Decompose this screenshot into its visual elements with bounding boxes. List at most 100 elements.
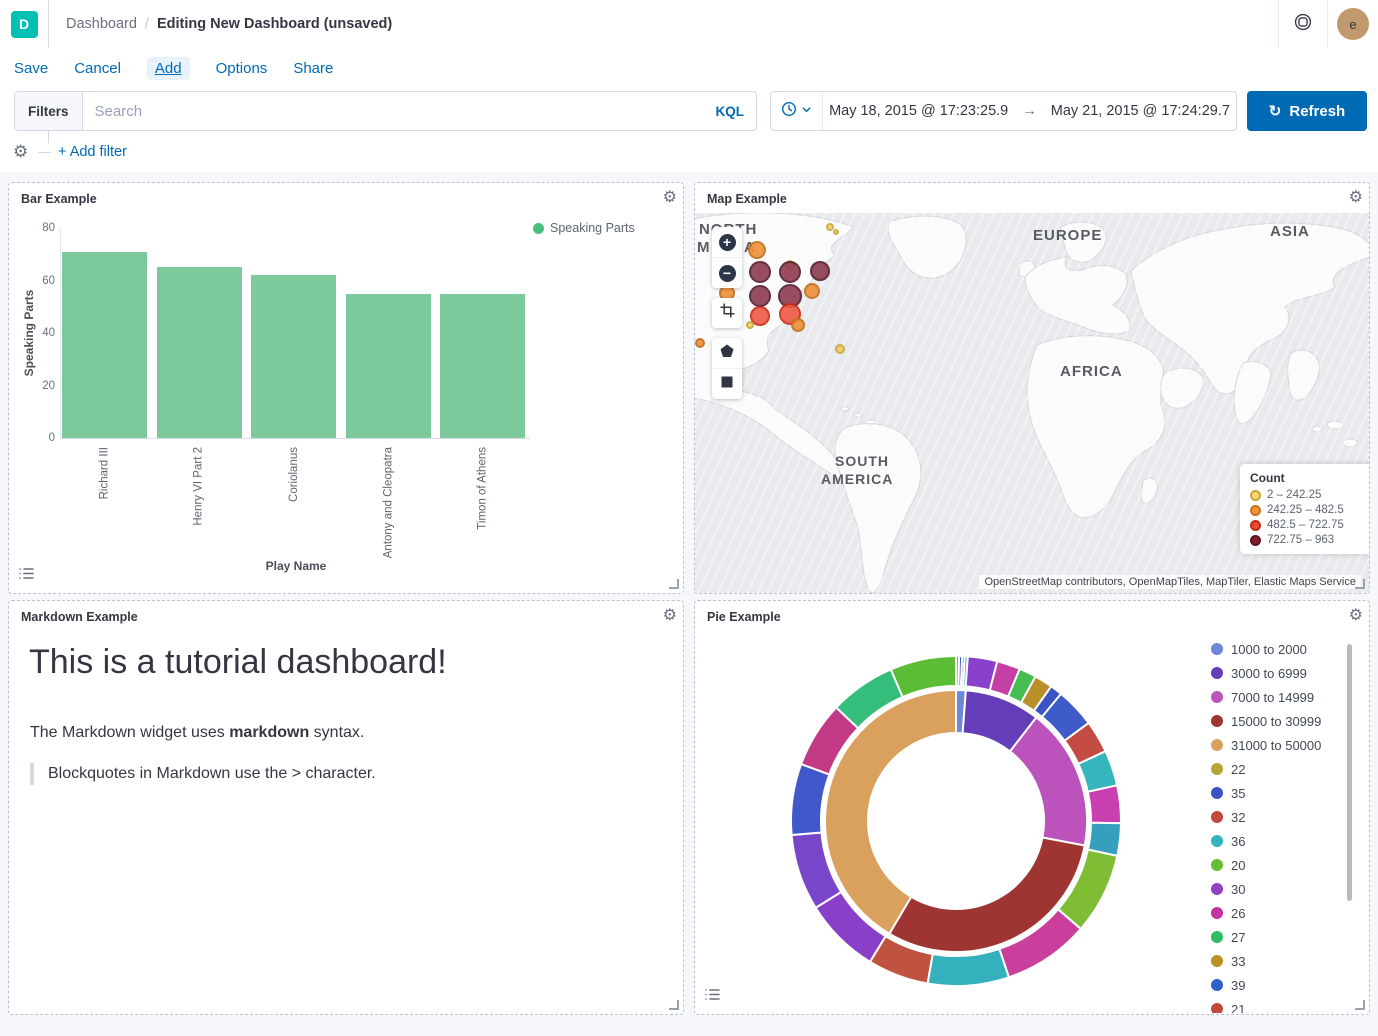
map-data-circle-gold[interactable]: [833, 229, 839, 235]
bar-antony-and-cleopatra[interactable]: [345, 293, 431, 438]
time-quick-menu[interactable]: [771, 92, 823, 130]
map-legend-dot: [1250, 534, 1261, 546]
map-attribution[interactable]: OpenStreetMap contributors, OpenMapTiles…: [979, 575, 1361, 589]
pie-legend-label: 30: [1231, 881, 1246, 897]
panel-gear-icon[interactable]: ⚙: [662, 189, 677, 206]
pie-legend-item[interactable]: 15000 to 30999: [1211, 709, 1345, 733]
panel-resize-handle[interactable]: [1355, 579, 1365, 589]
time-start[interactable]: May 18, 2015 @ 17:23:25.9: [829, 103, 1009, 119]
panel-resize-handle[interactable]: [669, 579, 679, 589]
menu-bar: Save Cancel Add Options Share: [0, 48, 1378, 88]
menu-item-save[interactable]: Save: [14, 59, 49, 77]
legend-scrollbar[interactable]: [1347, 644, 1352, 901]
pie-legend-item[interactable]: 30: [1211, 877, 1345, 901]
search-input[interactable]: [82, 92, 704, 130]
add-filter-link[interactable]: + Add filter: [58, 144, 127, 160]
breadcrumb-dashboard[interactable]: Dashboard: [66, 16, 137, 32]
fit-extent-button[interactable]: [712, 298, 742, 328]
pie-legend-item[interactable]: 31000 to 50000: [1211, 733, 1345, 757]
map-data-circle-gold[interactable]: [746, 321, 754, 329]
outer-slice-16[interactable]: [926, 947, 1011, 987]
legend-toggle-icon[interactable]: [705, 988, 720, 1006]
legend-toggle-icon[interactable]: [19, 567, 34, 585]
outer-slice-23[interactable]: [889, 654, 957, 699]
pie-legend-item[interactable]: 27: [1211, 925, 1345, 949]
breadcrumb-current: Editing New Dashboard (unsaved): [156, 16, 393, 32]
zoom-in-button[interactable]: +: [712, 227, 742, 257]
map-data-circle-maroon[interactable]: [779, 261, 801, 283]
filter-settings-gear-icon[interactable]: ⚙: [13, 142, 29, 161]
pie-legend-label: 3000 to 6999: [1231, 665, 1307, 681]
map-data-circle-orange[interactable]: [791, 318, 805, 332]
time-end[interactable]: May 21, 2015 @ 17:24:29.7: [1050, 103, 1230, 119]
pie-legend-item[interactable]: 3000 to 6999: [1211, 661, 1345, 685]
legend-dot: [533, 222, 544, 234]
panel-resize-handle[interactable]: [669, 1000, 679, 1010]
pie-legend-dot: [1211, 811, 1223, 823]
map-data-circle-red[interactable]: [750, 306, 770, 326]
map-legend-title: Count: [1250, 471, 1285, 485]
bar-coriolanus[interactable]: [251, 275, 337, 438]
map-legend-label: 2 – 242.25: [1267, 489, 1322, 501]
pie-legend-item[interactable]: 1000 to 2000: [1211, 637, 1345, 661]
zoom-out-button[interactable]: −: [712, 257, 742, 288]
pie-legend-item[interactable]: 7000 to 14999: [1211, 685, 1345, 709]
map-data-circle-orange[interactable]: [748, 241, 766, 259]
menu-item-cancel[interactable]: Cancel: [74, 59, 121, 77]
legend-label: Speaking Parts: [550, 221, 635, 235]
header-divider: [1278, 0, 1279, 48]
map-data-circle-maroon[interactable]: [749, 285, 771, 307]
map-data-circle-maroon[interactable]: [749, 261, 771, 283]
pie-legend-item[interactable]: 26: [1211, 901, 1345, 925]
panel-title: Pie Example: [707, 610, 781, 624]
filter-connector: [38, 152, 51, 153]
bar-legend[interactable]: Speaking Parts: [533, 221, 635, 235]
panel-gear-icon[interactable]: ⚙: [662, 607, 677, 624]
inner-slice-15000-to-30999[interactable]: [887, 836, 1086, 953]
kql-selector[interactable]: KQL: [715, 103, 745, 119]
panel-gear-icon[interactable]: ⚙: [1348, 189, 1363, 206]
pie-legend-label: 36: [1231, 833, 1246, 849]
bar-timon-of-athens[interactable]: [440, 293, 526, 438]
panel-resize-handle[interactable]: [1355, 1000, 1365, 1010]
pie-legend-item[interactable]: 20: [1211, 853, 1345, 877]
pie-legend-item[interactable]: 21: [1211, 997, 1345, 1013]
map-data-circle-orange[interactable]: [695, 338, 705, 348]
menu-item-options[interactable]: Options: [215, 59, 268, 77]
pie-legend-item[interactable]: 35: [1211, 781, 1345, 805]
draw-polygon-button[interactable]: [712, 338, 742, 368]
bar-richard-iii[interactable]: [62, 251, 147, 438]
refresh-button[interactable]: ↻ Refresh: [1247, 91, 1367, 131]
filters-button[interactable]: Filters: [15, 92, 83, 130]
arrow-right-icon: →: [1022, 103, 1037, 119]
map-legend-item: 482.5 – 722.75: [1250, 519, 1364, 531]
pie-legend-item[interactable]: 32: [1211, 805, 1345, 829]
pie-legend-item[interactable]: 22: [1211, 757, 1345, 781]
outer-slice-20[interactable]: [790, 762, 831, 837]
help-button[interactable]: [1279, 0, 1327, 48]
pie-legend-item[interactable]: 33: [1211, 949, 1345, 973]
menu-item-share[interactable]: Share: [293, 59, 334, 77]
bar-henry-vi-part-2[interactable]: [156, 267, 242, 438]
panel-gear-icon[interactable]: ⚙: [1348, 607, 1363, 624]
pie-legend-label: 32: [1231, 809, 1246, 825]
menu-item-add[interactable]: Add: [146, 56, 190, 80]
pie-legend-item[interactable]: 39: [1211, 973, 1345, 997]
user-avatar[interactable]: e: [1337, 8, 1369, 40]
pie-legend-item[interactable]: 36: [1211, 829, 1345, 853]
map-data-circle-maroon[interactable]: [810, 261, 830, 281]
map-data-circle-gold[interactable]: [826, 223, 834, 231]
map-data-circle-orange[interactable]: [804, 283, 820, 299]
markdown-text: The Markdown widget uses: [30, 724, 230, 741]
pie-legend-dot: [1211, 667, 1223, 679]
panel-pie-example: Pie Example ⚙ 1000 to 2000 3000 to 6999 70…: [694, 600, 1370, 1015]
map-legend-item: 722.75 – 963: [1250, 534, 1364, 546]
outer-slice-12[interactable]: [1086, 784, 1122, 825]
map-canvas[interactable]: NORTHMAEUROPEASIAAFRICASOUTHAMERICA + −: [695, 213, 1369, 593]
continent-label-europe: EUROPE: [1033, 227, 1103, 244]
draw-bounds-button[interactable]: [712, 368, 742, 399]
app-logo-button[interactable]: D: [0, 0, 49, 48]
continent-label-africa: AFRICA: [1060, 363, 1123, 380]
map-data-circle-gold[interactable]: [835, 344, 845, 354]
inner-slice-31000-to-50000[interactable]: [824, 688, 957, 936]
